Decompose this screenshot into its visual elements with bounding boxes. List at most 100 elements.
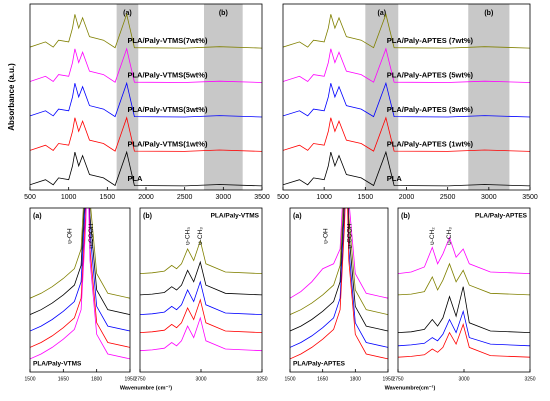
spectrum-line [30, 12, 262, 49]
x-tick-label: 3000 [458, 376, 469, 382]
x-tick-label: 3000 [216, 194, 232, 201]
series-label: PLA/Paly-VTMS(5wt%) [127, 71, 208, 80]
plot-frame [289, 207, 389, 373]
spectrum-line [30, 208, 130, 332]
x-tick-label: 1000 [61, 194, 77, 201]
region-label: (b) [484, 10, 493, 17]
spectrum-line [398, 286, 530, 333]
spectrum-line [30, 81, 262, 118]
x-tick-label: 2500 [440, 194, 456, 201]
x-tick-label: 3250 [524, 376, 535, 382]
shaded-region [365, 4, 399, 190]
x-tick-label: 1800 [350, 376, 361, 382]
plot-lines [30, 208, 130, 360]
spectrum-line [140, 298, 262, 333]
shaded-region [204, 4, 243, 190]
spectrum-line [30, 150, 262, 187]
spectrum-line [283, 116, 530, 152]
series-label: PLA/Paly-APTES (5wt%) [387, 71, 474, 80]
spectrum-line [290, 208, 388, 299]
x-tick-label: 2500 [177, 194, 193, 201]
panel-label: (a) [33, 213, 42, 220]
peak-annotation: υ-COOH [347, 223, 354, 249]
panel-label: (a) [293, 213, 302, 220]
spectrum-line [398, 323, 530, 358]
panel-note: PLA/Paly-VTMS [211, 213, 260, 220]
region-label: (b) [219, 10, 228, 17]
spectrum-line [140, 280, 262, 315]
x-tick-label: 1950 [124, 376, 135, 382]
series-label: PLA [387, 174, 403, 183]
spectrum-line [30, 208, 130, 360]
peak-annotation: υ-CH₃ [197, 227, 204, 245]
series-label: PLA/Paly-VTMS(7wt%) [127, 36, 208, 45]
shaded-region [468, 4, 510, 190]
peak-annotation: υ-OH [67, 228, 74, 244]
x-axis-label: Wavenumbre(cm⁻¹) [385, 384, 436, 391]
x-axis-label: Wavenumbre (cm⁻¹) [120, 384, 172, 391]
spectrum-line [290, 208, 388, 348]
panel-note: PLA/Paly-APTES [293, 361, 346, 368]
x-tick-label: 3250 [256, 376, 267, 382]
x-tick-label: 1800 [91, 376, 102, 382]
x-tick-label: 1500 [100, 194, 116, 201]
y-axis-label: Absorbance (a.u.) [7, 63, 16, 131]
spectrum-line [140, 260, 262, 296]
spectrum-line [398, 309, 530, 347]
panel-note: PLA/Paly-VTMS [33, 361, 82, 368]
x-tick-label: 1650 [58, 376, 69, 382]
x-tick-label: 2750 [392, 376, 403, 382]
shaded-region [116, 4, 139, 190]
spectrum-line [30, 208, 130, 315]
spectrum-line [140, 239, 262, 274]
peak-annotation: υ-COOH [88, 223, 95, 249]
panel-note: PLA/Paly-APTES [475, 213, 528, 220]
x-tick-label: 1500 [284, 376, 295, 382]
x-tick-label: 3500 [522, 194, 538, 201]
series-label: PLA/Paly-APTES (3wt%) [387, 105, 474, 114]
peak-annotation: υ-CH₃ [184, 227, 191, 245]
spectrum-line [290, 208, 388, 332]
spectrum-line [398, 236, 530, 274]
x-tick-label: 1650 [317, 376, 328, 382]
panel-label: (b) [401, 213, 410, 220]
spectrum-line [30, 208, 130, 299]
x-tick-label: 3000 [195, 376, 206, 382]
x-tick-label: 1000 [316, 194, 332, 201]
x-tick-label: 1950 [382, 376, 393, 382]
region-label: (a) [378, 10, 387, 17]
series-label: PLA/Paly-APTES (7wt%) [387, 36, 474, 45]
x-tick-label: 500 [277, 194, 289, 201]
spectrum-line [30, 47, 262, 83]
peak-annotation: υ-OH [323, 228, 330, 244]
spectrum-line [30, 208, 130, 348]
spectrum-line [140, 316, 262, 352]
spectrum-line [30, 116, 262, 152]
series-label: PLA/Paly-VTMS(1wt%) [127, 139, 208, 148]
peak-annotation: υ-CH₃ [446, 227, 453, 245]
spectrum-line [283, 12, 530, 49]
spectrum-line [290, 208, 388, 315]
plot-lines [398, 236, 530, 358]
x-tick-label: 1500 [358, 194, 374, 201]
x-tick-label: 2000 [399, 194, 415, 201]
x-tick-label: 2000 [138, 194, 154, 201]
plot-lines [290, 208, 388, 360]
plot-frame [29, 207, 131, 373]
series-label: PLA/Paly-APTES (1wt%) [387, 139, 474, 148]
spectrum-line [283, 47, 530, 83]
spectrum-line [283, 150, 530, 187]
x-tick-label: 1500 [24, 376, 35, 382]
peak-annotation: υ-CH₂ [429, 227, 436, 245]
x-tick-label: 3500 [254, 194, 270, 201]
series-label: PLA/Paly-VTMS(3wt%) [127, 105, 208, 114]
plot-lines [30, 12, 262, 187]
series-label: PLA [127, 174, 143, 183]
spectrum-line [283, 81, 530, 118]
region-label: (a) [123, 10, 132, 17]
x-tick-label: 2750 [134, 376, 145, 382]
x-tick-label: 3000 [481, 194, 497, 201]
plot-lines [140, 239, 262, 352]
x-tick-label: 500 [24, 194, 36, 201]
